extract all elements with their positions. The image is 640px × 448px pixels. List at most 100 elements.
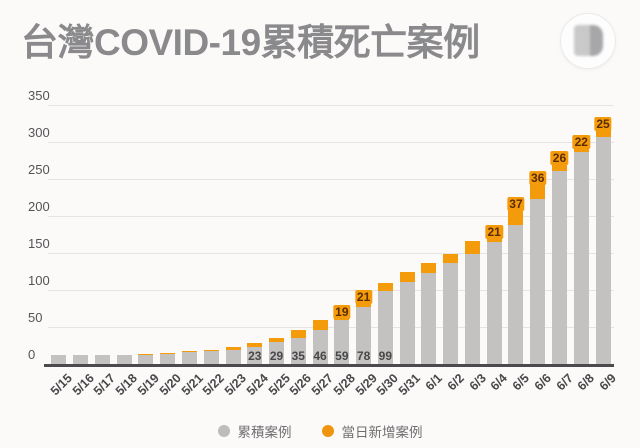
bar-slot-5/27: 46	[309, 105, 331, 364]
bar-5/28: 19 59	[333, 305, 351, 364]
bar-6/6: 36	[529, 171, 547, 364]
bar-top-label-6/9: 25	[594, 117, 612, 131]
bar-top-label-5/28: 19	[333, 305, 351, 319]
bar-base-label-5/28: 59	[335, 349, 349, 363]
bar-slot-6/5: 37	[505, 105, 527, 364]
bar-slot-5/31	[396, 105, 418, 364]
y-tick-label-150: 150	[28, 236, 50, 251]
bar-5/22	[203, 350, 219, 364]
bar-slot-6/7: 26	[549, 105, 571, 364]
blurred-logo-icon	[574, 25, 603, 56]
bar-5/24: 23	[247, 343, 263, 364]
bar-top-label-6/4: 21	[485, 225, 503, 239]
bar-base-label-5/26: 35	[291, 349, 305, 363]
bar-slot-6/2	[440, 105, 462, 364]
bar-base-label-5/29: 78	[356, 349, 371, 363]
bar-slot-5/23	[222, 105, 244, 364]
bar-5/15	[51, 355, 67, 364]
gridline-100	[48, 290, 614, 291]
cumulative-dot-icon	[217, 425, 230, 437]
bar-5/18	[116, 355, 132, 364]
bar-slot-6/1	[418, 105, 440, 364]
bars-layer: 23 29 35 46 19 59 21 78 99 21 37 36 26 22 25	[48, 105, 614, 364]
daily-new-dot-icon	[321, 425, 334, 437]
bar-top-label-6/8: 22	[572, 135, 590, 149]
bar-5/31	[399, 272, 415, 364]
bar-5/16	[73, 355, 89, 364]
gridline-50	[48, 327, 614, 328]
page-title: 台灣COVID-19累積死亡案例	[21, 22, 480, 63]
bar-5/20	[160, 353, 176, 364]
bar-base-label-5/25: 29	[269, 349, 284, 363]
bar-6/3	[464, 241, 480, 364]
bar-6/1	[421, 263, 437, 364]
bar-slot-5/29: 21 78	[353, 105, 375, 364]
bar-5/23	[225, 347, 241, 364]
legend-label-cumulative: 累積案例	[237, 425, 292, 440]
gridline-150	[48, 253, 614, 254]
y-tick-label-0: 0	[28, 347, 36, 362]
bar-5/30: 99	[377, 283, 393, 364]
bar-new-segment-5/19	[138, 354, 154, 355]
gridline-250	[48, 179, 614, 180]
bar-new-segment-6/3	[464, 241, 480, 254]
bar-slot-6/4: 21	[483, 105, 505, 364]
bar-new-segment-5/27	[312, 320, 328, 330]
bar-slot-5/19	[135, 105, 157, 364]
gridline-300	[48, 142, 614, 143]
bar-new-segment-5/24	[247, 343, 263, 347]
bar-slot-5/24: 23	[244, 105, 266, 364]
bar-top-label-6/5: 37	[507, 197, 525, 211]
bar-6/9: 25	[594, 117, 612, 364]
bar-slot-5/25: 29	[266, 105, 288, 364]
bar-new-segment-5/26	[290, 330, 306, 338]
bar-new-segment-5/22	[203, 350, 219, 351]
bar-new-segment-5/21	[181, 351, 197, 352]
bar-top-label-6/6: 36	[529, 171, 547, 185]
legend: 累積案例 當日新增案例	[0, 421, 640, 441]
legend-item-daily-new: 當日新增案例	[321, 421, 423, 441]
gridline-350	[48, 105, 614, 106]
bar-slot-5/30: 99	[374, 105, 396, 364]
bar-new-segment-5/25	[269, 338, 285, 342]
bar-base-label-5/24: 23	[248, 349, 262, 363]
bar-slot-6/3	[462, 105, 484, 364]
gridline-200	[48, 216, 614, 217]
bar-slot-5/28: 19 59	[331, 105, 353, 364]
bar-6/7: 26	[550, 151, 569, 364]
bar-6/4: 21	[485, 225, 503, 364]
bar-new-segment-6/1	[421, 263, 437, 273]
bar-slot-5/17	[92, 105, 114, 364]
bar-top-label-6/7: 26	[550, 151, 569, 165]
bar-5/25: 29	[269, 338, 285, 364]
bar-5/17	[94, 355, 110, 364]
legend-label-daily-new: 當日新增案例	[341, 425, 423, 440]
y-tick-label-300: 300	[28, 125, 50, 140]
bar-slot-6/9: 25	[592, 105, 614, 364]
y-tick-label-350: 350	[28, 88, 50, 103]
bar-new-segment-5/20	[160, 353, 176, 354]
bar-6/2	[443, 254, 459, 364]
bar-base-label-5/27: 46	[313, 349, 327, 363]
bar-slot-5/20	[157, 105, 179, 364]
bar-slot-6/8: 22	[570, 105, 592, 364]
watermark-badge	[560, 13, 616, 69]
bar-new-segment-5/30	[377, 283, 393, 291]
bar-slot-5/22	[200, 105, 222, 364]
bar-new-segment-5/31	[399, 272, 415, 282]
y-tick-label-50: 50	[28, 310, 43, 325]
y-tick-label-250: 250	[28, 162, 50, 177]
bar-new-segment-6/2	[443, 254, 459, 263]
bar-slot-6/6: 36	[527, 105, 549, 364]
y-tick-label-100: 100	[28, 273, 50, 288]
bar-5/27: 46	[312, 320, 328, 364]
bar-slot-5/18	[113, 105, 135, 364]
legend-item-cumulative: 累積案例	[217, 421, 292, 441]
bar-base-label-5/30: 99	[378, 349, 393, 363]
bar-top-label-5/29: 21	[354, 290, 373, 304]
bar-5/21	[181, 351, 197, 364]
bar-slot-5/21	[179, 105, 201, 364]
bar-5/19	[138, 354, 154, 364]
bar-slot-5/15	[48, 105, 70, 364]
